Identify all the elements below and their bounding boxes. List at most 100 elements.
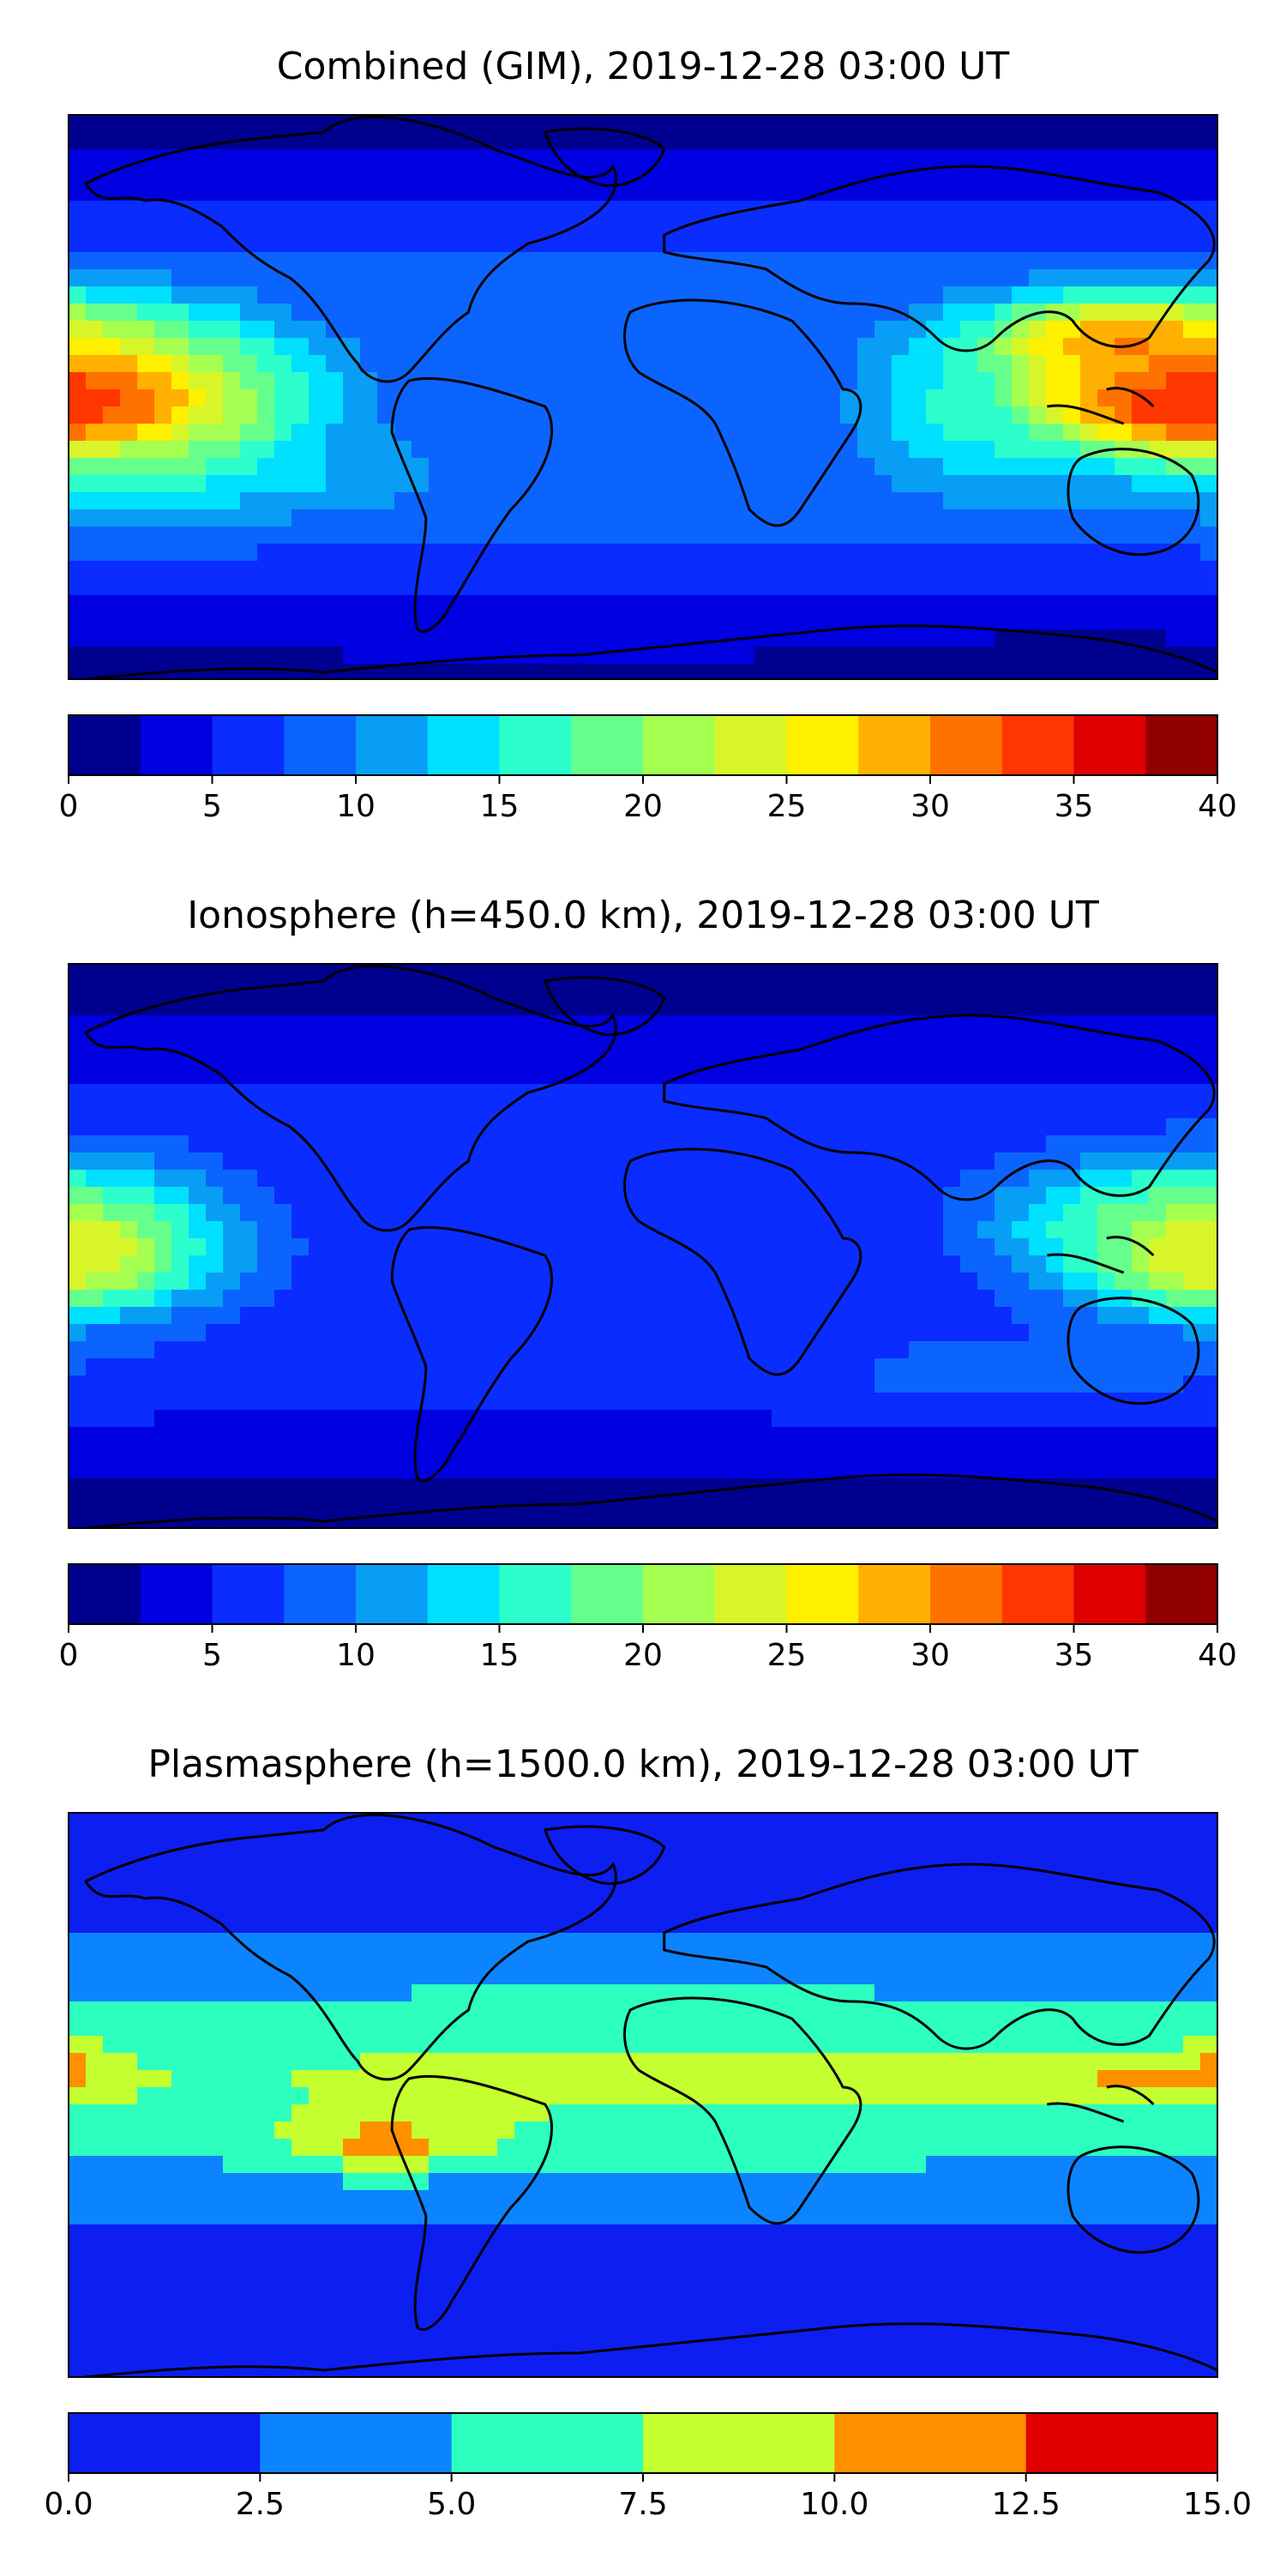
heatmap-cell	[703, 1358, 721, 1376]
heatmap-cell	[463, 424, 481, 442]
heatmap-cell	[120, 1864, 138, 1882]
heatmap-cell	[103, 1101, 121, 1119]
heatmap-cell	[532, 1444, 550, 1462]
heatmap-cell	[566, 132, 584, 150]
heatmap-cell	[1183, 406, 1201, 424]
heatmap-cell	[154, 1273, 172, 1291]
heatmap-cell	[566, 629, 584, 647]
heatmap-cell	[960, 998, 978, 1016]
heatmap-cell	[343, 1916, 361, 1934]
heatmap-cell	[377, 578, 395, 596]
heatmap-cell	[360, 1410, 378, 1428]
heatmap-cell	[1063, 1187, 1081, 1205]
heatmap-cell	[257, 1135, 275, 1153]
heatmap-cell	[377, 201, 395, 219]
heatmap-cell	[223, 1135, 241, 1153]
heatmap-cell	[1012, 492, 1030, 510]
heatmap-cell	[977, 1881, 995, 1899]
heatmap-cell	[137, 166, 155, 184]
heatmap-cell	[497, 1187, 515, 1205]
heatmap-cell	[257, 184, 275, 202]
heatmap-cell	[995, 527, 1013, 545]
heatmap-cell	[86, 1307, 104, 1325]
heatmap-cell	[137, 629, 155, 647]
heatmap-cell	[892, 406, 910, 424]
heatmap-cell	[686, 132, 704, 150]
heatmap-cell	[223, 561, 241, 579]
heatmap-cell	[514, 1067, 532, 1085]
heatmap-cell	[429, 458, 447, 476]
heatmap-cell	[720, 321, 738, 339]
heatmap-cell	[1149, 201, 1167, 219]
heatmap-cell	[1149, 1324, 1167, 1342]
heatmap-cell	[103, 441, 121, 459]
heatmap-cell	[1097, 527, 1115, 545]
heatmap-cell	[634, 321, 652, 339]
heatmap-cell	[463, 1496, 481, 1514]
heatmap-cell	[823, 1427, 841, 1445]
heatmap-cell	[909, 1204, 927, 1222]
heatmap-cell	[223, 321, 241, 339]
heatmap-cell	[189, 286, 207, 304]
heatmap-cell	[514, 201, 532, 219]
heatmap-cell	[309, 629, 327, 647]
heatmap-cell	[703, 338, 721, 356]
heatmap-cell	[634, 458, 652, 476]
heatmap-cell	[652, 492, 670, 510]
heatmap-cell	[977, 1375, 995, 1393]
heatmap-cell	[394, 424, 412, 442]
heatmap-cell	[840, 1204, 858, 1222]
heatmap-cell	[137, 1461, 155, 1479]
heatmap-cell	[120, 1444, 138, 1462]
heatmap-cell	[806, 321, 824, 339]
heatmap-cell	[1080, 424, 1098, 442]
heatmap-cell	[806, 1916, 824, 1934]
heatmap-cell	[840, 1153, 858, 1171]
heatmap-cell	[617, 372, 635, 390]
heatmap-cell	[189, 1084, 207, 1102]
heatmap-cell	[874, 1187, 892, 1205]
heatmap-cell	[1200, 269, 1218, 287]
heatmap-cell	[720, 304, 738, 322]
heatmap-cell	[634, 115, 652, 133]
heatmap-cell	[995, 561, 1013, 579]
heatmap-cell	[69, 1067, 87, 1085]
heatmap-cell	[772, 544, 790, 562]
heatmap-cell	[737, 235, 755, 253]
heatmap-cell	[463, 406, 481, 424]
heatmap-cell	[549, 1170, 567, 1188]
heatmap-cell	[1183, 1015, 1201, 1033]
heatmap-cell	[154, 578, 172, 596]
heatmap-cell	[874, 1899, 892, 1917]
heatmap-cell	[291, 372, 309, 390]
heatmap-cell	[171, 492, 189, 510]
heatmap-cell	[240, 1899, 258, 1917]
heatmap-cell	[257, 389, 275, 407]
heatmap-cell	[480, 1187, 498, 1205]
heatmap-cell	[686, 269, 704, 287]
heatmap-cell	[360, 286, 378, 304]
heatmap-cell	[257, 492, 275, 510]
heatmap-cell	[1183, 1067, 1201, 1085]
heatmap-cell	[909, 1341, 927, 1359]
heatmap-cell	[1012, 424, 1030, 442]
heatmap-cell	[583, 509, 601, 527]
heatmap-cell	[772, 1864, 790, 1882]
heatmap-cell	[189, 1461, 207, 1479]
heatmap-cell	[360, 389, 378, 407]
heatmap-cell	[171, 1444, 189, 1462]
heatmap-cell	[703, 1187, 721, 1205]
heatmap-cell	[309, 1496, 327, 1514]
heatmap-cell	[566, 1101, 584, 1119]
heatmap-cell	[703, 149, 721, 167]
heatmap-cell	[806, 235, 824, 253]
heatmap-cell	[326, 1410, 344, 1428]
heatmap-cell	[291, 1084, 309, 1102]
heatmap-cell	[840, 595, 858, 613]
heatmap-cell	[1183, 1170, 1201, 1188]
heatmap-cell	[206, 1341, 224, 1359]
heatmap-cell	[857, 1290, 875, 1308]
heatmap-cell	[86, 998, 104, 1016]
heatmap-cell	[532, 218, 550, 236]
